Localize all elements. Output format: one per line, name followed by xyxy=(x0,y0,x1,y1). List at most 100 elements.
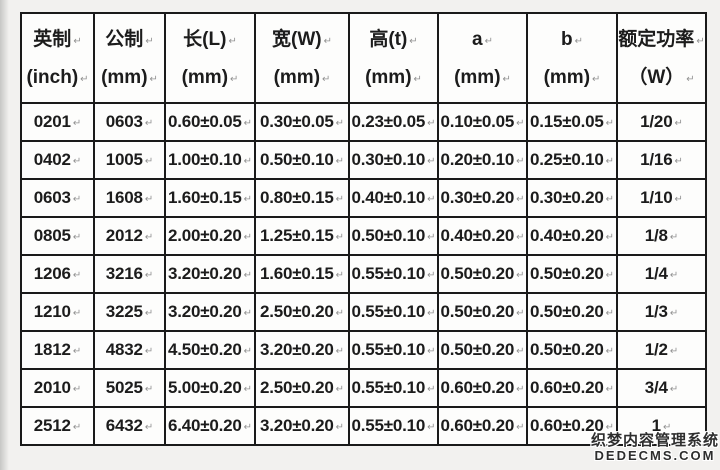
header-line: 高(t) ↵ xyxy=(369,29,418,50)
paragraph-mark-icon: ↵ xyxy=(335,422,345,433)
table-cell: 5.00±0.20 ↵ xyxy=(164,368,256,408)
table-cell: 1/2 ↵ xyxy=(616,330,707,370)
paragraph-mark-icon: ↵ xyxy=(243,270,253,281)
paragraph-mark-icon: ↵ xyxy=(669,232,679,243)
cell-value: 1 xyxy=(651,416,661,435)
paragraph-mark-icon: ↵ xyxy=(605,384,615,395)
paragraph-mark-icon: ↵ xyxy=(243,232,253,243)
table-cell: 2010 ↵ xyxy=(20,368,95,408)
table-cell: 0.50±0.20 ↵ xyxy=(526,292,618,332)
cell-value: 0.60±0.05 xyxy=(167,112,242,131)
table-cell: 0402 ↵ xyxy=(20,140,95,180)
table-cell: 0.50±0.20 ↵ xyxy=(526,330,618,370)
table-cell: 1.00±0.10 ↵ xyxy=(164,140,256,180)
header-line: (mm) ↵ xyxy=(454,67,511,88)
paragraph-mark-icon: ↵ xyxy=(427,232,436,243)
table-cell: 0.60±0.20 ↵ xyxy=(437,406,528,446)
table-cell: 4832 ↵ xyxy=(93,330,166,370)
table-cell: 0.23±0.05 ↵ xyxy=(348,102,439,142)
cell-value: 0.50±0.10 xyxy=(351,226,426,245)
cell-value: 5025 xyxy=(105,378,143,397)
cell-value: 1/10 xyxy=(640,188,673,207)
table-header-row: 英制 ↵ (inch) ↵ 公制 ↵ (mm) ↵ 长(L) ↵ (mm) ↵ 宽(W) ↵ … xyxy=(20,12,707,104)
table-cell: 0.55±0.10 ↵ xyxy=(348,292,439,332)
cell-value: 2012 xyxy=(105,226,143,245)
cell-value: 0.60±0.20 xyxy=(529,378,604,397)
cell-value: 3.20±0.20 xyxy=(259,416,334,435)
header-metric-code: 公制 ↵ (mm) ↵ xyxy=(93,12,166,104)
table-row: 0805 ↵ 2012 ↵ 2.00±0.20 ↵ 1.25±0.15 ↵ 0.50±0.10 ↵… xyxy=(20,216,707,256)
paragraph-mark-icon: ↵ xyxy=(144,384,154,395)
cell-value: 1812 xyxy=(33,340,71,359)
paragraph-mark-icon: ↵ xyxy=(662,422,672,433)
table-cell: 0.55±0.10 ↵ xyxy=(348,330,439,370)
paragraph-mark-icon: ↵ xyxy=(516,308,525,319)
table-cell: 1/16 ↵ xyxy=(616,140,707,180)
table-cell: 3.20±0.20 ↵ xyxy=(254,330,350,370)
paragraph-mark-icon: ↵ xyxy=(72,156,82,167)
header-line: b ↵ xyxy=(561,29,583,50)
table-row: 0402 ↵ 1005 ↵ 1.00±0.10 ↵ 0.50±0.10 ↵ 0.30±0.10 ↵… xyxy=(20,140,707,180)
cell-value: 1608 xyxy=(105,188,143,207)
table-cell: 2.50±0.20 ↵ xyxy=(254,368,350,408)
paragraph-mark-icon: ↵ xyxy=(686,74,695,85)
paragraph-mark-icon: ↵ xyxy=(413,74,422,85)
table-row: 1210 ↵ 3225 ↵ 3.20±0.20 ↵ 2.50±0.20 ↵ 0.55±0.10 ↵… xyxy=(20,292,707,332)
paragraph-mark-icon: ↵ xyxy=(228,36,237,47)
cell-value: 0.30±0.20 xyxy=(529,188,604,207)
table-cell: 0.55±0.10 ↵ xyxy=(348,254,439,294)
cell-value: 4.50±0.20 xyxy=(167,340,242,359)
header-line: （W） ↵ xyxy=(628,67,695,88)
cell-value: 0.80±0.15 xyxy=(259,188,334,207)
paragraph-mark-icon: ↵ xyxy=(72,346,82,357)
cell-value: 0.60±0.20 xyxy=(440,378,515,397)
cell-value: 0.50±0.20 xyxy=(440,264,515,283)
paragraph-mark-icon: ↵ xyxy=(605,232,615,243)
paragraph-mark-icon: ↵ xyxy=(516,384,525,395)
table-row: 2010 ↵ 5025 ↵ 5.00±0.20 ↵ 2.50±0.20 ↵ 0.55±0.10 ↵… xyxy=(20,368,707,408)
paragraph-mark-icon: ↵ xyxy=(323,36,332,47)
paragraph-mark-icon: ↵ xyxy=(427,156,436,167)
header-line: a ↵ xyxy=(472,29,493,50)
table-cell: 0.50±0.20 ↵ xyxy=(437,292,528,332)
table-cell: 3.20±0.20 ↵ xyxy=(164,254,256,294)
paragraph-mark-icon: ↵ xyxy=(335,194,345,205)
table-cell: 3.20±0.20 ↵ xyxy=(254,406,350,446)
paragraph-mark-icon: ↵ xyxy=(144,270,154,281)
paragraph-mark-icon: ↵ xyxy=(669,270,679,281)
cell-value: 0.30±0.10 xyxy=(351,150,426,169)
header-line: 额定功率 ↵ xyxy=(618,29,705,50)
paragraph-mark-icon: ↵ xyxy=(427,270,436,281)
cell-value: 1/8 xyxy=(644,226,668,245)
cell-value: 2010 xyxy=(33,378,71,397)
paragraph-mark-icon: ↵ xyxy=(72,232,82,243)
table-cell: 0.50±0.20 ↵ xyxy=(526,254,618,294)
cell-value: 0.25±0.10 xyxy=(529,150,604,169)
cell-value: 4832 xyxy=(105,340,143,359)
table-row: 0603 ↵ 1608 ↵ 1.60±0.15 ↵ 0.80±0.15 ↵ 0.40±0.10 ↵… xyxy=(20,178,707,218)
cell-value: 0.30±0.05 xyxy=(259,112,334,131)
table-cell: 2012 ↵ xyxy=(93,216,166,256)
cell-value: 1/20 xyxy=(640,112,673,131)
paragraph-mark-icon: ↵ xyxy=(674,194,683,205)
paragraph-mark-icon: ↵ xyxy=(72,194,82,205)
paragraph-mark-icon: ↵ xyxy=(144,232,154,243)
header-line: (mm) ↵ xyxy=(365,67,422,88)
table-cell: 2512 ↵ xyxy=(20,406,95,446)
table-cell: 4.50±0.20 ↵ xyxy=(164,330,256,370)
paragraph-mark-icon: ↵ xyxy=(502,74,511,85)
table-cell: 1/4 ↵ xyxy=(616,254,707,294)
paragraph-mark-icon: ↵ xyxy=(243,384,253,395)
paragraph-mark-icon: ↵ xyxy=(80,74,89,85)
table-cell: 0.30±0.20 ↵ xyxy=(437,178,528,218)
table-cell: 0.10±0.05 ↵ xyxy=(437,102,528,142)
table-header: 英制 ↵ (inch) ↵ 公制 ↵ (mm) ↵ 长(L) ↵ (mm) ↵ 宽(W) ↵ … xyxy=(20,12,707,104)
cell-value: 0.55±0.10 xyxy=(351,340,426,359)
table-cell: 3.20±0.20 ↵ xyxy=(164,292,256,332)
watermark-chinese-text: 织梦内容管理系统 xyxy=(590,432,719,449)
table-row: 0201 ↵ 0603 ↵ 0.60±0.05 ↵ 0.30±0.05 ↵ 0.23±0.05 ↵… xyxy=(20,102,707,142)
table-cell: 0.80±0.15 ↵ xyxy=(254,178,350,218)
cell-value: 2.50±0.20 xyxy=(259,378,334,397)
paragraph-mark-icon: ↵ xyxy=(243,156,253,167)
table-cell: 3216 ↵ xyxy=(93,254,166,294)
